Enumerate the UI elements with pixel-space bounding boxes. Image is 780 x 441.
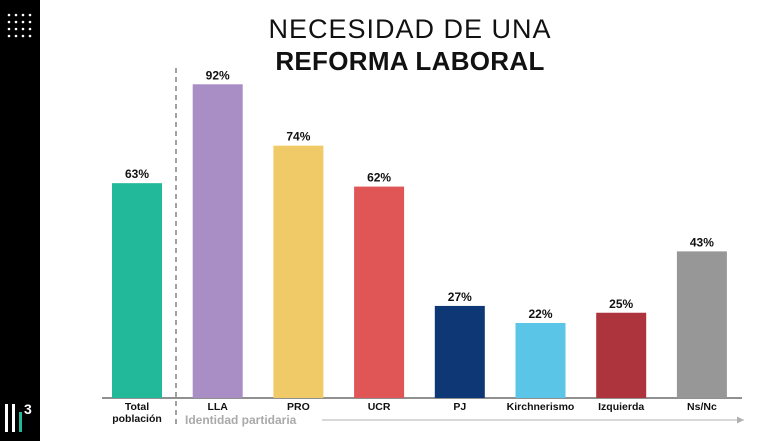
value-label-kirchnerismo: 22% [528,307,552,321]
bar-total-poblaci-n [112,183,162,398]
category-label-ns-nc: Ns/Nc [687,401,717,413]
value-label-ns-nc: 43% [690,235,714,249]
category-label-pro: PRO [287,401,310,413]
bar-pj [434,305,485,398]
bar-lla [192,84,243,398]
axis-arrow-head [737,416,744,424]
bar-kirchnerismo [515,322,566,398]
value-label-total-poblaci-n: 63% [125,167,149,181]
bar-ns-nc [676,251,727,398]
bars-3-logo-icon: 3 [5,401,32,432]
bar-ucr [354,186,405,398]
x-axis-caption: Identidad partidaria [185,413,297,427]
category-label-lla: LLA [207,401,228,413]
category-label-pj: PJ [453,401,466,413]
dot-grid-icon [7,13,32,38]
category-label-kirchnerismo: Kirchnerismo [507,401,575,413]
title-line-2: REFORMA LABORAL [275,46,545,76]
category-label-ucr: UCR [368,401,391,413]
side-bar: 3 [0,0,40,441]
chart-title: NECESIDAD DE UNA REFORMA LABORAL [40,12,780,76]
value-label-pro: 74% [286,130,310,144]
bar-izquierda [596,312,647,398]
value-label-pj: 27% [448,290,472,304]
category-label-total-poblaci-n: Total población [112,401,162,425]
value-label-lla: 92% [206,68,230,82]
bar-pro [273,145,324,398]
title-line-1: NECESIDAD DE UNA [268,14,552,44]
value-label-izquierda: 25% [609,297,633,311]
category-label-izquierda: Izquierda [598,401,644,413]
logo-text: 3 [24,401,32,417]
value-label-ucr: 62% [367,171,391,185]
